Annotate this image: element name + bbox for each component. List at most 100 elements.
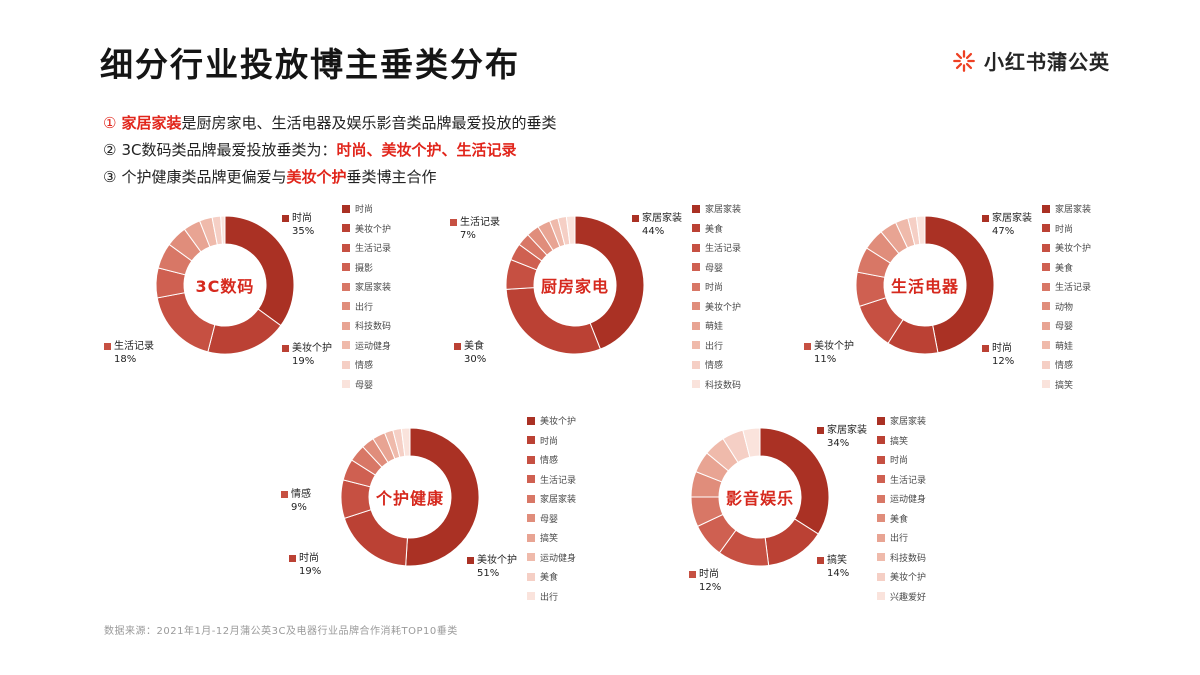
data-label-name: 情感 [291, 489, 311, 500]
legend-swatch [877, 533, 885, 542]
legend-label: 美妆个护 [1055, 244, 1092, 254]
donut-ring [155, 215, 295, 355]
legend-item: 出行 [692, 339, 741, 352]
donut-segment [924, 215, 995, 354]
data-label: 家居家装 44% [632, 212, 682, 238]
legend-label: 出行 [705, 341, 724, 352]
legend-label: 生活记录 [705, 244, 742, 254]
legend-item: 家居家装 [527, 492, 576, 505]
data-label-name: 时尚 [292, 213, 312, 224]
chart-center-label: 厨房家电 [540, 277, 609, 296]
legend-item: 生活记录 [527, 473, 576, 486]
data-label-name: 家居家装 [992, 213, 1032, 224]
data-label-name: 时尚 [699, 569, 719, 580]
legend-swatch [692, 380, 700, 388]
legend-swatch [527, 416, 535, 425]
data-label: 美妆个护 19% [282, 342, 332, 368]
insight-highlight: 美妆个护 [286, 168, 347, 186]
legend-label: 情感 [1055, 361, 1074, 371]
data-label: 情感 9% [281, 488, 311, 514]
legend-item: 家居家装 [342, 280, 391, 293]
legend-label: 家居家装 [1055, 205, 1092, 215]
legend-label: 运动健身 [540, 553, 577, 564]
insight-line: ② 3C数码类品牌最爱投放垂类为：时尚、美妆个护、生活记录 [103, 137, 556, 164]
data-label: 生活记录 7% [450, 216, 500, 242]
legend-3c-digital: 时尚 美妆个护 生活记录 摄影 家居家装 出行 科技数码 运动健身 情感 母婴 [342, 202, 391, 397]
legend-swatch [342, 302, 350, 310]
insight-line: ③ 个护健康类品牌更偏爱与美妆个护垂类博主合作 [103, 164, 556, 191]
legend-swatch [692, 360, 700, 369]
legend-swatch [342, 224, 350, 232]
data-label-value: 12% [992, 356, 1015, 367]
legend-item: 时尚 [527, 434, 576, 447]
data-label-value: 9% [291, 502, 307, 513]
legend-label: 搞笑 [540, 534, 559, 544]
legend-swatch [1042, 243, 1050, 252]
data-label-name: 生活记录 [460, 217, 500, 228]
legend-item: 生活记录 [692, 241, 741, 254]
insight-highlight: 时尚、美妆个护、生活记录 [336, 141, 517, 159]
legend-item: 美妆个护 [1042, 241, 1091, 254]
legend-item: 情感 [342, 358, 391, 371]
legend-item: 搞笑 [877, 434, 926, 447]
legend-swatch [692, 282, 700, 291]
donut-ring [505, 215, 645, 355]
legend-item: 家居家装 [1042, 202, 1091, 215]
legend-home-appliances: 家居家装 时尚 美妆个护 美食 生活记录 动物 母婴 萌娃 情感 搞笑 [1042, 202, 1091, 397]
legend-swatch [692, 321, 700, 330]
chart-personal-care: 个护健康 美妆个护 时尚 情感 生活记录 家居家装 母婴 搞笑 运动健身 美食 出行 美妆个护 51… [281, 402, 625, 607]
data-label-value: 11% [814, 354, 837, 365]
legend-swatch [877, 455, 885, 464]
legend-label: 美食 [1055, 263, 1074, 274]
data-label-value: 34% [827, 438, 850, 449]
legend-swatch [527, 592, 535, 600]
legend-item: 科技数码 [692, 378, 741, 391]
legend-item: 情感 [527, 453, 576, 466]
legend-item: 时尚 [1042, 222, 1091, 235]
chart-home-appliances: 生活电器 家居家装 时尚 美妆个护 美食 生活记录 动物 母婴 萌娃 情感 搞笑 家居家装 47% 时… [804, 190, 1140, 397]
chart-center-label: 3C数码 [195, 277, 255, 296]
legend-label: 运动健身 [890, 495, 927, 505]
legend-label: 摄影 [355, 263, 374, 274]
insight-text: 是厨房家电、生活电器及娱乐影音类品牌最爱投放的垂类 [181, 114, 557, 132]
data-label-value: 51% [477, 568, 500, 579]
legend-item: 时尚 [877, 453, 926, 466]
legend-swatch [1042, 204, 1050, 213]
legend-swatch [1042, 263, 1050, 271]
donut-ring [690, 427, 830, 567]
legend-swatch [342, 282, 350, 291]
legend-swatch [692, 224, 700, 232]
data-label: 家居家装 34% [817, 424, 867, 450]
legend-label: 家居家装 [540, 495, 577, 505]
legend-swatch [342, 204, 350, 213]
legend-item: 萌娃 [692, 319, 741, 332]
insights: ① 家居家装是厨房家电、生活电器及娱乐影音类品牌最爱投放的垂类 ② 3C数码类品牌最爱… [103, 110, 556, 191]
legend-item: 家居家装 [877, 414, 926, 427]
insight-text: 个护健康类品牌更偏爱与 [121, 168, 287, 186]
legend-item: 母婴 [1042, 319, 1091, 332]
chart-kitchen-appliances: 厨房家电 家居家装 美食 生活记录 母婴 时尚 美妆个护 萌娃 出行 情感 科技数码 家居家装 44… [450, 190, 790, 395]
legend-item: 科技数码 [877, 551, 926, 564]
legend-swatch [877, 436, 885, 444]
donut-kitchen-appliances: 厨房家电 [500, 210, 650, 360]
legend-item: 母婴 [527, 512, 576, 525]
data-label-swatch [689, 571, 696, 578]
legend-label: 时尚 [705, 283, 724, 293]
legend-label: 运动健身 [355, 341, 392, 352]
legend-item: 美妆个护 [342, 222, 391, 235]
legend-label: 家居家装 [355, 283, 392, 293]
data-label: 生活记录 18% [104, 340, 154, 366]
donut-segment [915, 215, 926, 245]
data-label-value: 35% [292, 226, 315, 237]
legend-label: 生活记录 [890, 475, 927, 486]
data-label-name: 搞笑 [827, 555, 847, 566]
legend-swatch [527, 475, 535, 483]
donut-segment [220, 215, 226, 245]
legend-item: 美妆个护 [692, 300, 741, 313]
legend-item: 动物 [1042, 300, 1091, 313]
data-label-value: 12% [699, 582, 722, 593]
legend-item: 运动健身 [342, 339, 391, 352]
legend-swatch [342, 341, 350, 349]
legend-swatch [1042, 360, 1050, 369]
donut-segment [759, 427, 830, 535]
